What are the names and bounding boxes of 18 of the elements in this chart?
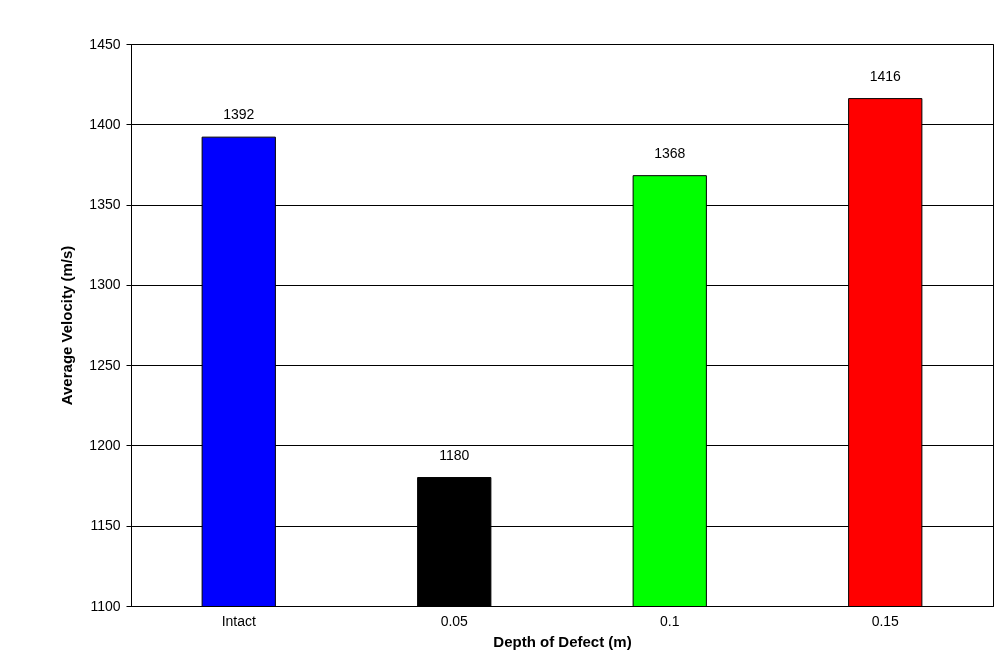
x-tick-label: 0.1 — [660, 612, 680, 629]
y-tick-label: 1100 — [90, 597, 121, 614]
x-tick-label: Intact — [221, 612, 256, 629]
x-axis-title: Depth of Defect (m) — [493, 632, 632, 650]
data-label: 1416 — [869, 67, 902, 84]
x-tick-label: 0.05 — [440, 612, 469, 629]
data-label: 1368 — [654, 144, 686, 161]
data-label: 1392 — [223, 106, 255, 123]
y-tick-label: 1250 — [89, 356, 121, 373]
x-tick-label: 0.15 — [871, 612, 900, 629]
y-tick-label: 1200 — [89, 436, 121, 453]
y-tick-label: 1150 — [90, 517, 121, 534]
data-label: 1180 — [439, 446, 470, 463]
y-tick-label: 1300 — [89, 276, 121, 293]
y-axis-title: Average Velocity (m/s) — [58, 245, 76, 406]
y-tick-label: 1450 — [89, 35, 121, 52]
y-tick-label: 1350 — [89, 196, 121, 213]
y-tick-label: 1400 — [89, 115, 121, 132]
